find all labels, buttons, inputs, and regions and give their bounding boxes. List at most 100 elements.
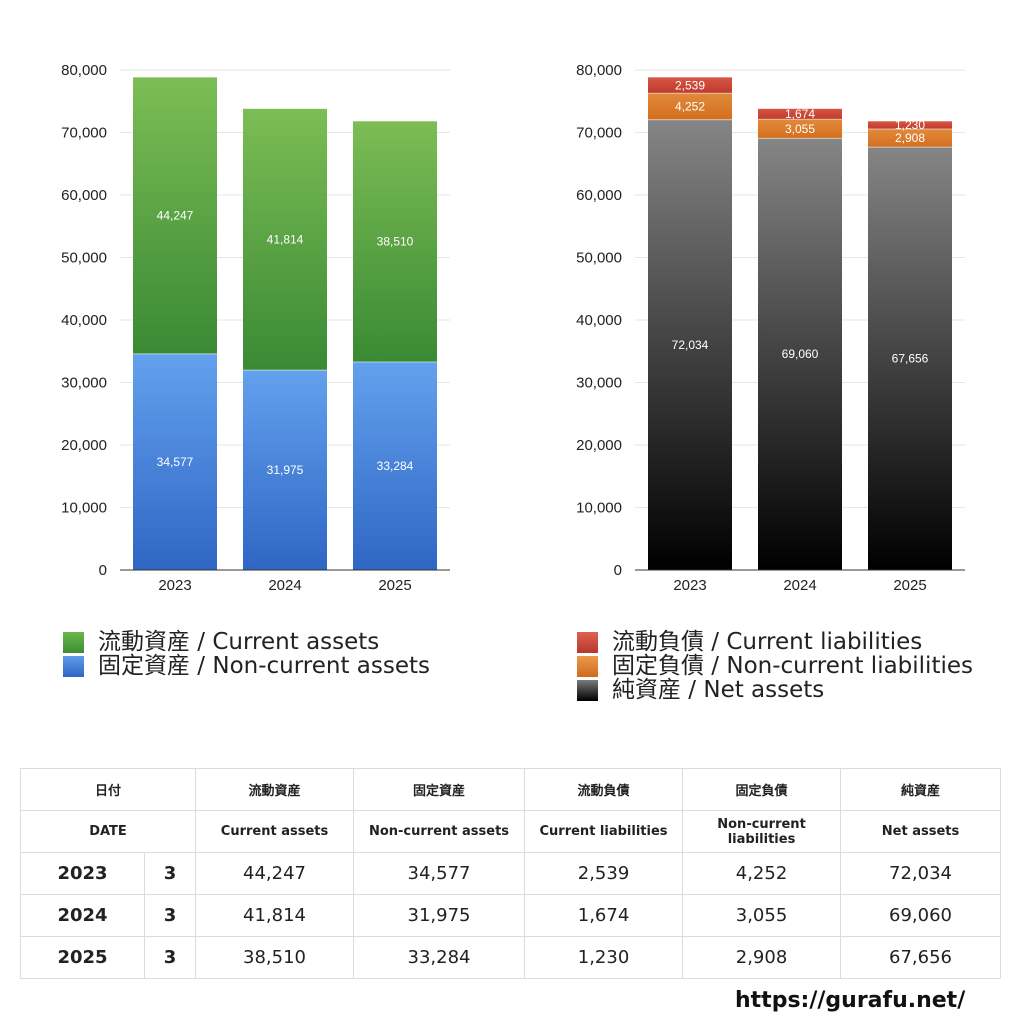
cell-current-liabilities: 1,674 xyxy=(524,894,684,937)
legend-item-current-liabilities: 流動負債 / Current liabilities xyxy=(577,630,973,654)
row-year: 2023 xyxy=(20,852,145,895)
bar-segment xyxy=(133,353,217,570)
cell-non-current-liabilities: 4,252 xyxy=(682,852,842,895)
y-tick-label: 20,000 xyxy=(576,437,622,454)
data-label: 67,656 xyxy=(892,352,929,366)
y-tick-label: 50,000 xyxy=(576,250,622,267)
charts-canvas: 0 10,000 20,000 30,000 40,000 50,000 60,000 70,… xyxy=(61,62,965,594)
x-tick-label: 2024 xyxy=(268,577,301,594)
y-tick-label: 80,000 xyxy=(576,62,622,79)
header-current-liabilities-en: Current liabilities xyxy=(524,810,684,853)
cell-net-assets: 69,060 xyxy=(840,894,1002,937)
cell-net-assets: 67,656 xyxy=(840,936,1002,979)
header-current-liabilities-jp: 流動負債 xyxy=(524,768,684,811)
legend-right: 流動負債 / Current liabilities 固定負債 / Non-cu… xyxy=(577,630,973,702)
legend-item-non-current-liabilities: 固定負債 / Non-current liabilities xyxy=(577,654,973,678)
data-label: 34,577 xyxy=(157,455,194,469)
row-year: 2025 xyxy=(20,936,145,979)
row-month: 3 xyxy=(143,894,197,937)
bar-segment xyxy=(758,108,842,120)
y-tick-label: 30,000 xyxy=(61,375,107,392)
bar-segment xyxy=(758,119,842,139)
table-header-en: DATE Current assets Non-current assets C… xyxy=(19,810,1002,853)
data-label: 33,284 xyxy=(377,459,414,473)
legend-label: 固定資産 / Non-current assets xyxy=(98,653,431,679)
cell-non-current-assets: 34,577 xyxy=(353,852,526,895)
data-label: 3,055 xyxy=(785,122,815,136)
y-tick-label: 0 xyxy=(614,562,622,579)
legend-label: 固定負債 / Non-current liabilities xyxy=(612,653,973,679)
x-tick-label: 2025 xyxy=(378,577,411,594)
table-header-jp: 日付 流動資産 固定資産 流動負債 固定負債 純資産 xyxy=(19,768,1002,811)
site-url-link[interactable]: https://gurafu.net/ xyxy=(735,988,966,1013)
data-label: 31,975 xyxy=(267,463,304,477)
header-current-assets-en: Current assets xyxy=(195,810,355,853)
bar-segment xyxy=(243,370,327,570)
data-label: 2,908 xyxy=(895,131,925,145)
cell-current-assets: 44,247 xyxy=(195,852,355,895)
legend-swatch-non-current-liabilities xyxy=(577,655,598,677)
data-label: 44,247 xyxy=(157,209,194,223)
header-net-assets-jp: 純資産 xyxy=(840,768,1002,811)
cell-current-liabilities: 1,230 xyxy=(524,936,684,979)
row-month: 3 xyxy=(143,852,197,895)
y-tick-label: 10,000 xyxy=(576,500,622,517)
legend-item-non-current-assets: 固定資産 / Non-current assets xyxy=(63,654,430,678)
legend-label: 純資産 / Net assets xyxy=(612,677,825,703)
cell-current-assets: 38,510 xyxy=(195,936,355,979)
data-label: 41,814 xyxy=(267,232,304,246)
table-row: 2024 3 41,814 31,975 1,674 3,055 69,060 xyxy=(20,894,1002,937)
x-tick-label: 2023 xyxy=(158,577,191,594)
header-date-en: DATE xyxy=(19,810,197,853)
header-current-assets-jp: 流動資産 xyxy=(195,768,355,811)
y-tick-label: 50,000 xyxy=(61,250,107,267)
y-tick-label: 70,000 xyxy=(61,125,107,142)
row-month: 3 xyxy=(143,936,197,979)
data-label: 2,539 xyxy=(675,78,705,92)
header-non-current-assets-en: Non-current assets xyxy=(353,810,526,853)
x-tick-label: 2025 xyxy=(893,577,926,594)
header-non-current-liabilities-en: Non-current liabilities xyxy=(682,810,842,853)
table-row: 2023 3 44,247 34,577 2,539 4,252 72,034 xyxy=(20,852,1002,895)
chart-panel-2: 0 10,000 20,000 30,000 40,000 50,000 60,000 70,… xyxy=(576,62,965,594)
data-label: 72,034 xyxy=(672,338,709,352)
header-non-current-assets-jp: 固定資産 xyxy=(353,768,526,811)
header-non-current-liabilities-jp: 固定負債 xyxy=(682,768,842,811)
y-tick-label: 40,000 xyxy=(61,312,107,329)
bar-segment xyxy=(868,128,952,148)
legend-label: 流動負債 / Current liabilities xyxy=(612,629,923,655)
y-tick-label: 10,000 xyxy=(61,500,107,517)
y-tick-label: 60,000 xyxy=(576,187,622,204)
row-year: 2024 xyxy=(20,894,145,937)
bar-segment xyxy=(648,77,732,94)
data-label: 4,252 xyxy=(675,100,705,114)
bar-segment xyxy=(133,77,217,354)
y-tick-label: 70,000 xyxy=(576,125,622,142)
bar-segment xyxy=(243,108,327,371)
y-tick-label: 80,000 xyxy=(61,62,107,79)
data-table: 日付 流動資産 固定資産 流動負債 固定負債 純資産 DATE Current … xyxy=(19,768,1002,979)
x-tick-label: 2024 xyxy=(783,577,816,594)
bar-segment xyxy=(868,147,952,570)
cell-non-current-assets: 33,284 xyxy=(353,936,526,979)
cell-non-current-assets: 31,975 xyxy=(353,894,526,937)
legend-label: 流動資産 / Current assets xyxy=(98,629,380,655)
data-label: 69,060 xyxy=(782,347,819,361)
cell-current-assets: 41,814 xyxy=(195,894,355,937)
cell-non-current-liabilities: 2,908 xyxy=(682,936,842,979)
legend-swatch-current-liabilities xyxy=(577,631,598,653)
bar-segment xyxy=(758,138,842,570)
bar-segment xyxy=(648,119,732,570)
bar-segment xyxy=(648,93,732,120)
cell-net-assets: 72,034 xyxy=(840,852,1002,895)
bar-segment xyxy=(868,121,952,129)
y-tick-label: 40,000 xyxy=(576,312,622,329)
legend-swatch-current-assets xyxy=(63,631,84,653)
legend-swatch-net-assets xyxy=(577,679,598,701)
table-row: 2025 3 38,510 33,284 1,230 2,908 67,656 xyxy=(20,936,1002,979)
bar-segment xyxy=(353,121,437,362)
chart-panel-1: 0 10,000 20,000 30,000 40,000 50,000 60,000 70,… xyxy=(61,62,450,594)
bar-segment xyxy=(353,361,437,570)
data-label: 38,510 xyxy=(377,235,414,249)
